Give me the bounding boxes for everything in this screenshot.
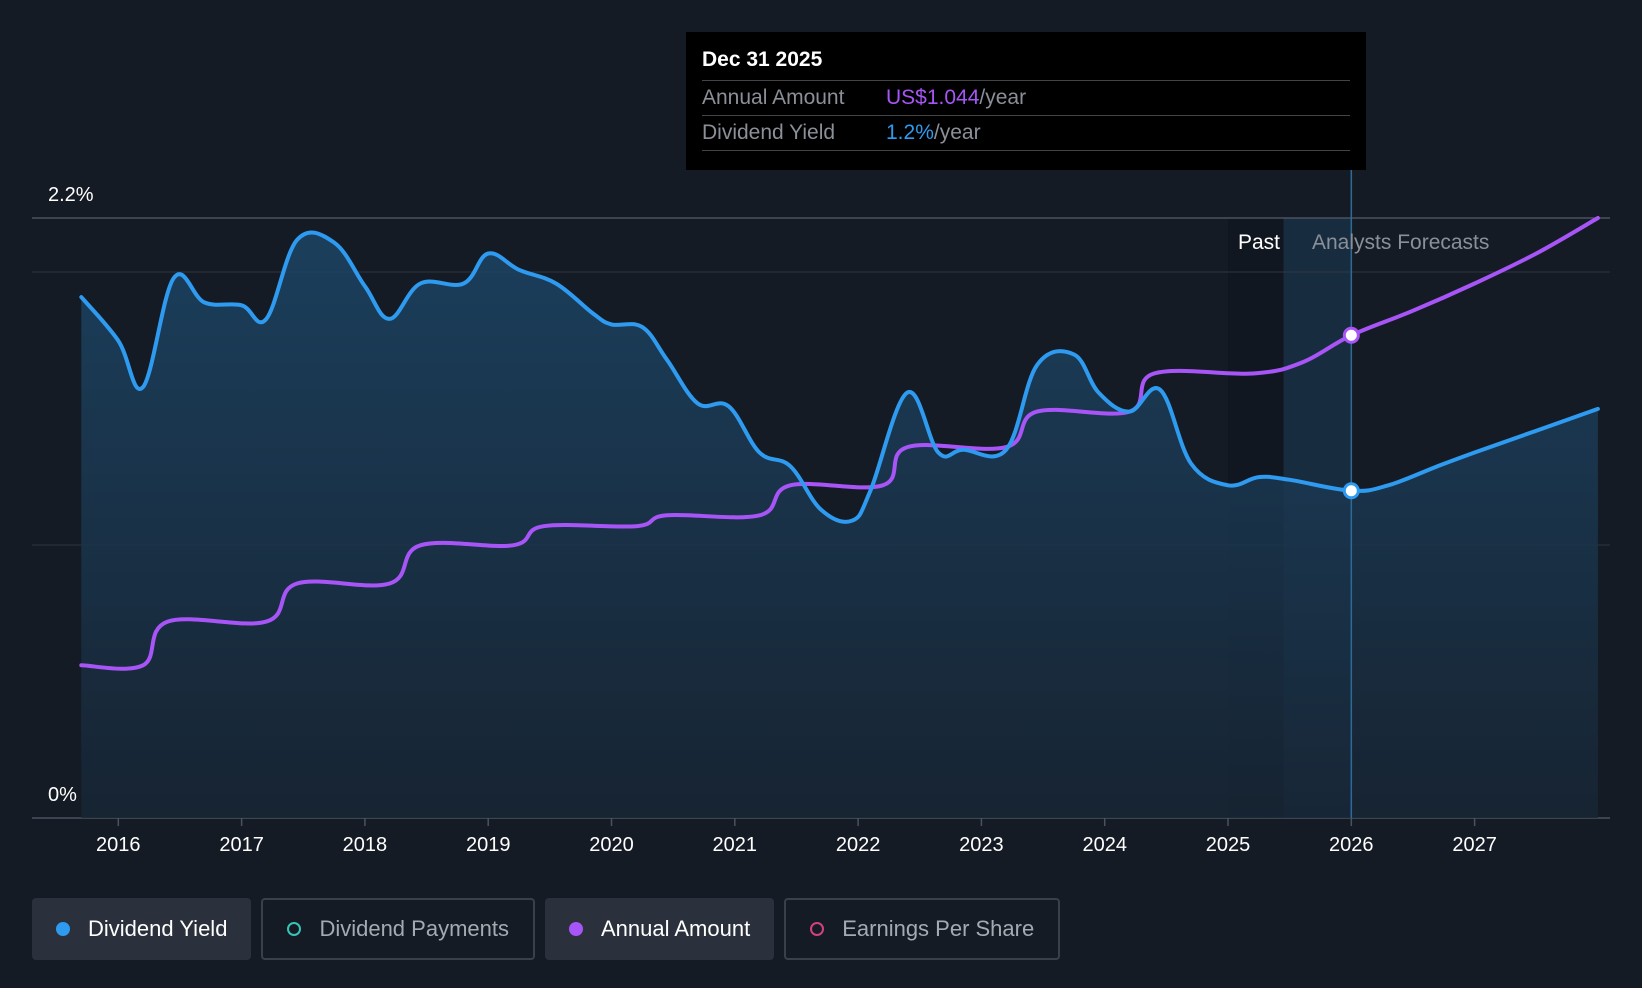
tooltip-yield-row: Dividend Yield 1.2% /year — [702, 116, 1350, 151]
tooltip-yield-label: Dividend Yield — [702, 121, 836, 144]
tooltip: Dec 31 2025 Annual Amount US$1.044 /year… — [686, 32, 1366, 170]
legend-dot-icon — [287, 922, 302, 936]
x-tick-label: 2016 — [96, 834, 141, 856]
y-axis-label-bottom: 0% — [48, 784, 77, 806]
legend-label: Annual Amount — [600, 916, 751, 941]
dividend-yield-area — [81, 232, 1598, 819]
y-axis-label-top: 2.2% — [48, 184, 94, 206]
legend-dividend-payments[interactable]: Dividend Payments — [261, 898, 535, 960]
legend: Dividend Yield Dividend Payments Annual … — [32, 898, 1061, 960]
x-tick-label: 2018 — [343, 834, 388, 856]
annual-amount-line[interactable] — [79, 216, 1600, 671]
x-tick-label: 2021 — [713, 834, 758, 856]
legend-label: Earnings Per Share — [842, 916, 1035, 941]
legend-label: Dividend Payments — [319, 916, 509, 941]
legend-label: Dividend Yield — [88, 916, 228, 941]
tooltip-yield-value: 1.2% — [886, 121, 934, 144]
tooltip-yield-unit: /year — [933, 121, 981, 144]
x-axis: 2016 2017 2018 2019 2020 2021 2022 2023 2024 2025… — [96, 818, 1497, 856]
dividend-yield-line[interactable] — [79, 230, 1600, 524]
tooltip-annual-label: Annual Amount — [702, 86, 845, 109]
x-tick-label: 2026 — [1329, 834, 1374, 856]
x-tick-label: 2024 — [1082, 834, 1127, 856]
tooltip-annual-unit: /year — [979, 86, 1027, 109]
x-tick-label: 2017 — [219, 834, 264, 856]
annual-amount-marker[interactable] — [1342, 326, 1360, 344]
tooltip-annual-row: Annual Amount US$1.044 /year — [702, 81, 1350, 116]
x-tick-label: 2019 — [466, 834, 511, 856]
tooltip-date: Dec 31 2025 — [702, 46, 1350, 81]
x-tick-label: 2025 — [1206, 834, 1251, 856]
legend-dot-icon — [568, 922, 583, 936]
x-tick-label: 2022 — [836, 834, 881, 856]
forecast-label: Analysts Forecasts — [1312, 231, 1489, 254]
x-tick-label: 2023 — [959, 834, 1004, 856]
legend-dividend-yield[interactable]: Dividend Yield — [32, 898, 252, 960]
legend-dot-icon — [56, 922, 70, 936]
legend-annual-amount[interactable]: Annual Amount — [544, 898, 775, 960]
x-tick-label: 2020 — [589, 834, 634, 856]
x-tick-label: 2027 — [1452, 834, 1497, 856]
dividend-yield-marker[interactable] — [1342, 482, 1360, 500]
tooltip-annual-value: US$1.044 — [886, 86, 980, 109]
legend-dot-icon — [810, 922, 825, 936]
legend-earnings-per-share[interactable]: Earnings Per Share — [784, 898, 1061, 960]
past-label: Past — [1238, 231, 1280, 254]
